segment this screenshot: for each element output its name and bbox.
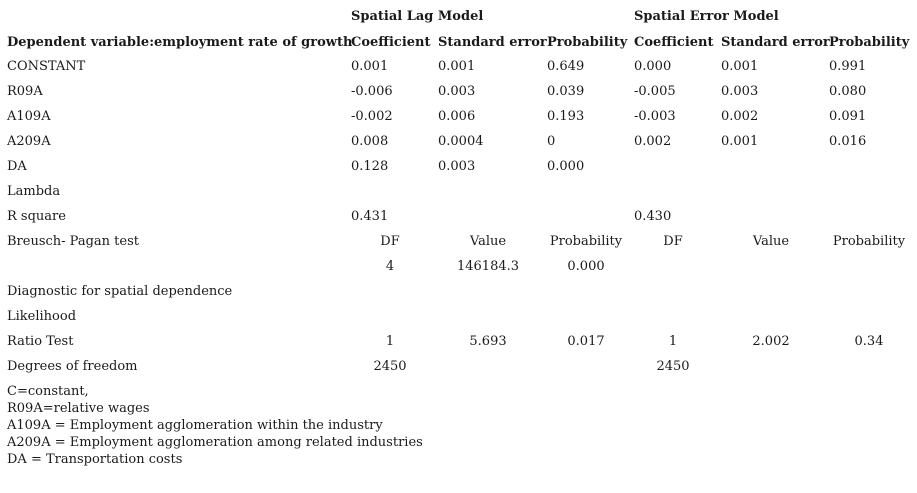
error-df-header: DF	[663, 234, 683, 249]
error-probability: 0.091	[829, 109, 867, 124]
row-label: R square	[7, 209, 66, 224]
lag-probability: 0.193	[547, 109, 585, 124]
error-probability-header: Probability	[832, 234, 906, 249]
footnote: A209A = Employment agglomeration among r…	[7, 435, 423, 450]
error-model-header: Spatial Error Model	[634, 9, 779, 24]
row-label: A209A	[7, 134, 51, 149]
lag-probability-header: Probability	[547, 35, 628, 50]
lag-coefficient: -0.002	[351, 109, 393, 124]
lag-coefficient: -0.006	[351, 84, 393, 99]
error-degrees-of-freedom: 2450	[656, 359, 690, 374]
error-probability: 0.016	[829, 134, 867, 149]
lag-model-header: Spatial Lag Model	[351, 9, 484, 24]
diagnostics-title: Diagnostic for spatial dependence	[7, 284, 233, 299]
lag-standard-error: 0.0004	[438, 134, 484, 149]
footnote: R09A=relative wages	[7, 401, 150, 416]
footnote: DA = Transportation costs	[7, 452, 183, 467]
breusch-pagan-label: Breusch- Pagan test	[7, 234, 139, 249]
error-coefficient: -0.005	[634, 84, 676, 99]
row-label: CONSTANT	[7, 59, 86, 74]
error-coefficient-header: Coefficient	[634, 35, 714, 50]
error-standard-error: 0.003	[721, 84, 759, 99]
lag-ratio-probability: 0.017	[567, 334, 605, 349]
error-coefficient: -0.003	[634, 109, 676, 124]
lag-coefficient: 0.008	[351, 134, 389, 149]
error-probability: 0.991	[829, 59, 867, 74]
row-label: R09A	[7, 84, 43, 99]
error-standard-error-header: Standard error	[721, 35, 830, 50]
footnotes: C=constant, R09A=relative wages A109A = …	[7, 383, 423, 468]
lag-ratio-value: 5.693	[469, 334, 507, 349]
footnote: C=constant,	[7, 384, 89, 399]
error-ratio-df: 1	[668, 334, 678, 349]
row-label: Lambda	[7, 184, 61, 199]
ratio-test-label: Ratio Test	[7, 334, 74, 349]
error-coefficient: 0.002	[634, 134, 672, 149]
error-probability-header: Probability	[829, 35, 910, 50]
lag-df-header: DF	[380, 234, 400, 249]
lag-coefficient: 0.001	[351, 59, 389, 74]
degrees-of-freedom-label: Degrees of freedom	[7, 359, 138, 374]
likelihood-label: Likelihood	[7, 309, 77, 324]
lag-probability-header: Probability	[549, 234, 623, 249]
lag-standard-error: 0.001	[438, 59, 476, 74]
error-standard-error: 0.002	[721, 109, 759, 124]
lag-standard-error: 0.003	[438, 159, 476, 174]
error-ratio-value: 2.002	[752, 334, 790, 349]
row-label: A109A	[7, 109, 51, 124]
lag-probability-value: 0.000	[567, 259, 605, 274]
lag-df-value: 4	[385, 259, 395, 274]
lag-probability: 0.000	[547, 159, 585, 174]
dependent-variable-header: Dependent variable:employment rate of gr…	[7, 35, 353, 50]
error-standard-error: 0.001	[721, 59, 759, 74]
error-ratio-probability: 0.34	[854, 334, 884, 349]
lag-coefficient-header: Coefficient	[351, 35, 431, 50]
lag-probability: 0.649	[547, 59, 585, 74]
lag-standard-error: 0.003	[438, 84, 476, 99]
lag-standard-error: 0.006	[438, 109, 476, 124]
error-standard-error: 0.001	[721, 134, 759, 149]
error-coefficient: 0.000	[634, 59, 672, 74]
error-r-square: 0.430	[634, 209, 672, 224]
lag-value: 146184.3	[456, 259, 520, 274]
lag-probability: 0.039	[547, 84, 585, 99]
lag-degrees-of-freedom: 2450	[373, 359, 407, 374]
error-probability: 0.080	[829, 84, 867, 99]
footnote: A109A = Employment agglomeration within …	[7, 418, 383, 433]
lag-r-square: 0.431	[351, 209, 389, 224]
lag-coefficient: 0.128	[351, 159, 389, 174]
lag-standard-error-header: Standard error	[438, 35, 547, 50]
lag-value-header: Value	[469, 234, 507, 249]
lag-probability: 0	[547, 134, 556, 149]
error-value-header: Value	[752, 234, 790, 249]
lag-ratio-df: 1	[385, 334, 395, 349]
row-label: DA	[7, 159, 27, 174]
